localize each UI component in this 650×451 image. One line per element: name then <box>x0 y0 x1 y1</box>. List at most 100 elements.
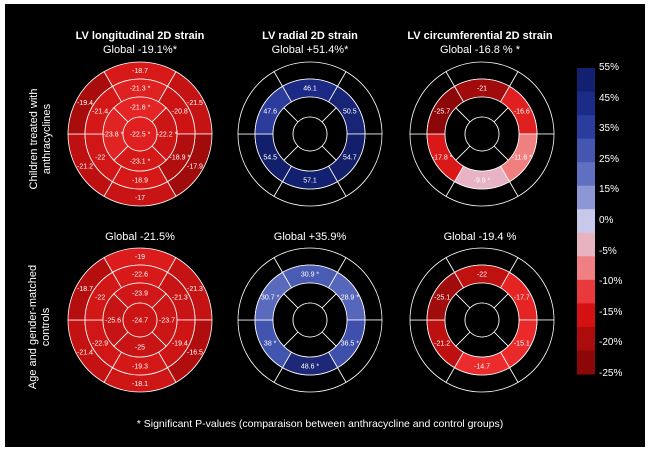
colorbar-segment-5 <box>577 162 595 187</box>
value-label-mid-4: 48.6 * <box>301 364 320 371</box>
value-label-mid-3: 36.5 * <box>341 341 360 348</box>
bullseye-circumferential-anthracycline: -21 -16.6 -11.6 * -9.9 * -17.8 * -25.7 <box>409 61 555 207</box>
value-label-outer-3: -16.5 <box>187 349 203 356</box>
colorbar-tick-label: 35% <box>599 123 620 135</box>
global-value-circumferential-control: Global -19.4 % <box>443 231 517 243</box>
value-label-mid-5: -17.8 * <box>432 155 453 162</box>
column-title-radial: LV radial 2D strain <box>262 30 358 42</box>
value-label-apical-2: -22.2 * <box>157 132 178 139</box>
value-label-mid-1: -21 <box>477 86 487 93</box>
value-label-mid-1: -21.3 * <box>130 86 151 93</box>
value-label-apical-1: -21.6 * <box>130 105 151 112</box>
value-label-mid-1: -22.6 <box>132 272 148 279</box>
value-label-mid-5: -22.9 <box>92 341 108 348</box>
value-label-mid-5: -21.2 <box>434 341 450 348</box>
value-label-apical-1: -23.9 <box>132 291 148 298</box>
value-label-apical-3: -23.1 * <box>130 159 151 166</box>
value-label-outer-6: -19.4 <box>77 100 93 107</box>
segment-apex <box>292 302 328 338</box>
segment-apex <box>122 116 158 152</box>
footnote: * Significant P-values (comparaison betw… <box>136 418 504 430</box>
global-value-longitudinal-control: Global -21.5% <box>105 231 175 243</box>
value-label-mid-2: -16.6 <box>514 109 530 116</box>
value-label-mid-1: 46.1 <box>303 86 317 93</box>
value-label-mid-6: -25.7 <box>434 109 450 116</box>
global-value-radial-anthracycline: Global +51.4%* <box>271 44 349 56</box>
colorbar-tick-label: -20% <box>599 337 623 349</box>
value-label-apex: -22.5 * <box>130 132 151 139</box>
colorbar <box>577 68 595 375</box>
colorbar-segment-3 <box>577 115 595 140</box>
bullseye-circumferential-control: -22 -17.7 -15.1 -14.7 -21.2 -25.1 <box>409 247 555 393</box>
colorbar-segment-7 <box>577 209 595 234</box>
value-label-apical-4: -25.6 <box>105 318 121 325</box>
value-label-mid-2: -21.3 <box>172 295 188 302</box>
colorbar-segment-4 <box>577 138 595 163</box>
bullseye-longitudinal-anthracycline: -18.7 -21.5 -17.9 -17 -21.2 -19.4 -21.3 * -20.8… <box>67 61 213 207</box>
value-label-outer-1: -19 <box>135 254 145 261</box>
colorbar-segment-12 <box>577 326 595 351</box>
colorbar-segment-9 <box>577 256 595 281</box>
value-label-apex: -24.7 <box>132 318 148 325</box>
value-label-mid-5: 54.5 <box>263 155 277 162</box>
value-label-mid-3: -18.9 * <box>170 155 191 162</box>
colorbar-segment-1 <box>577 68 595 93</box>
colorbar-tick-label: -25% <box>599 368 623 379</box>
value-label-mid-4: -14.7 <box>474 364 490 371</box>
value-label-mid-2: 28.9 * <box>341 295 360 302</box>
global-value-longitudinal-anthracycline: Global -19.1%* <box>103 44 177 56</box>
colorbar-tick-label: 25% <box>599 153 620 165</box>
value-label-mid-3: 54.7 <box>343 155 357 162</box>
colorbar-segment-2 <box>577 91 595 116</box>
colorbar-tick-label: 45% <box>599 92 620 104</box>
column-title-circumferential: LV circumferential 2D strain <box>407 30 553 42</box>
value-label-mid-5: 38 * <box>264 341 277 348</box>
colorbar-tick-label: 15% <box>599 184 620 196</box>
value-label-mid-2: 50.5 <box>343 109 357 116</box>
colorbar-tick-label: 0% <box>599 215 614 226</box>
colorbar-segment-11 <box>577 303 595 328</box>
colorbar-tick-label: -5% <box>599 245 617 257</box>
segment-apex <box>464 116 500 152</box>
value-label-outer-4: -18.1 <box>132 381 148 388</box>
colorbar-tick-label: -15% <box>599 306 623 318</box>
value-label-outer-5: -21.2 <box>77 163 93 170</box>
value-label-apical-3: -25 <box>135 345 145 352</box>
bullseye-radial-anthracycline: 46.1 50.5 54.7 57.1 54.5 47.6 <box>237 61 383 207</box>
value-label-mid-3: -11.6 * <box>512 155 532 162</box>
value-label-outer-2: -21.3 <box>187 286 203 293</box>
colorbar-segment-8 <box>577 232 595 257</box>
value-label-mid-4: -19.3 <box>132 364 148 371</box>
value-label-mid-1: 30.9 * <box>301 272 320 279</box>
value-label-apical-2: -23.7 <box>159 318 175 325</box>
global-value-radial-control: Global +35.9% <box>273 231 347 243</box>
colorbar-segment-10 <box>577 279 595 304</box>
colorbar-tick-label: -10% <box>599 276 623 288</box>
value-label-outer-3: -17.9 <box>187 163 203 170</box>
value-label-mid-6: -21.4 <box>92 109 108 116</box>
value-label-mid-4: -18.9 <box>132 178 148 185</box>
bullseye-radial-control: 30.9 * 28.9 * 36.5 * 48.6 * 38 * 30.7 * <box>237 247 383 393</box>
value-label-mid-3: -19.4 <box>172 341 188 348</box>
value-label-mid-2: -17.7 <box>514 295 530 302</box>
segment-apex <box>464 302 500 338</box>
value-label-mid-4: 57.1 <box>303 178 317 185</box>
colorbar-tick-label: 55% <box>599 62 620 73</box>
segment-apex <box>122 302 158 338</box>
colorbar-segment-13 <box>577 350 595 375</box>
column-title-longitudinal: LV longitudinal 2D strain <box>75 30 205 42</box>
global-value-circumferential-anthracycline: Global -16.8 % * <box>439 44 521 56</box>
value-label-mid-6: -22 <box>95 295 105 302</box>
segment-apex <box>292 116 328 152</box>
value-label-outer-4: -17 <box>135 195 145 202</box>
value-label-mid-4: -9.9 * <box>474 178 491 185</box>
value-label-mid-6: 30.7 * <box>261 295 280 302</box>
value-label-outer-5: -21.4 <box>77 349 93 356</box>
value-label-outer-2: -21.5 <box>187 100 203 107</box>
bullseye-longitudinal-control: -19 -21.3 -16.5 -18.1 -21.4 -18.7 -22.6 -21.3 -1… <box>67 247 213 393</box>
value-label-mid-6: 47.6 <box>263 109 277 116</box>
colorbar-segment-6 <box>577 185 595 210</box>
value-label-mid-6: -25.1 <box>434 295 450 302</box>
value-label-mid-2: -20.8 <box>172 109 188 116</box>
